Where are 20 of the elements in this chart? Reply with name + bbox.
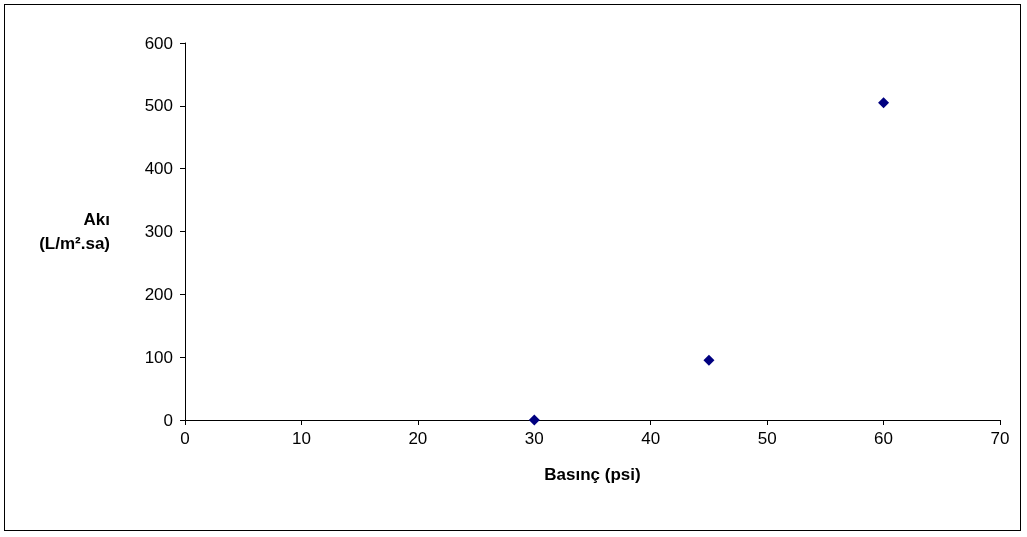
x-axis-title: Basınç (psi) — [544, 464, 641, 484]
x-tick-label: 60 — [874, 429, 894, 448]
point — [878, 97, 890, 109]
y-tick-label: 200 — [144, 284, 173, 304]
x-tick-label: 0 — [180, 429, 190, 448]
x-tick-label: 70 — [990, 429, 1010, 448]
x-tick-label: 40 — [641, 429, 661, 448]
x-tick-label: 20 — [408, 429, 428, 448]
y-axis-title: Akı (L/m².sa) — [39, 210, 110, 253]
y-tick-label: 0 — [163, 410, 173, 430]
x-tick-label: 50 — [757, 429, 777, 448]
point — [528, 414, 540, 426]
point — [703, 354, 715, 366]
y-tick-label: 100 — [144, 347, 173, 367]
x-tick-label: 30 — [524, 429, 544, 448]
x-tick-label: 10 — [291, 429, 311, 448]
y-tick-label: 300 — [144, 222, 173, 241]
y-tick-label: 600 — [144, 33, 173, 53]
y-tick-label: 500 — [144, 96, 173, 116]
y-tick-label: 400 — [144, 159, 173, 179]
